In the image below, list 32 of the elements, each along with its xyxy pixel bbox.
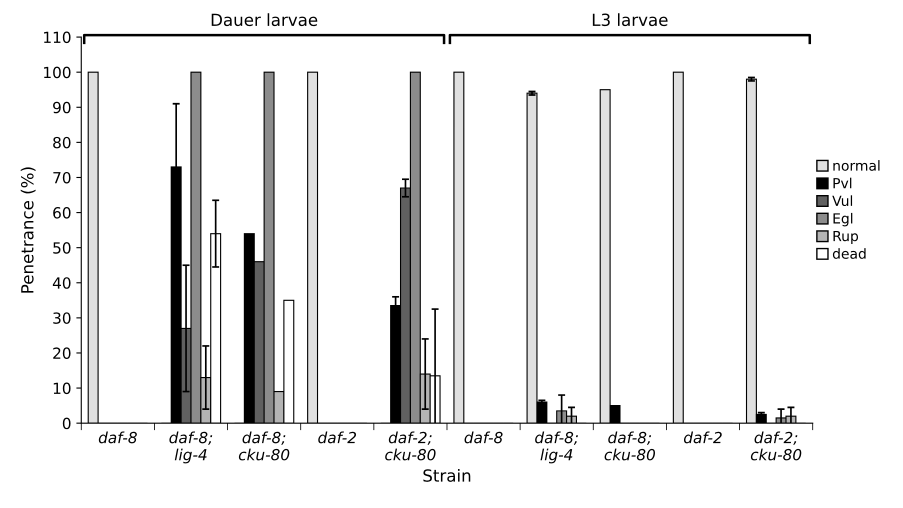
y-tick-label: 40 <box>52 277 71 289</box>
x-tick-label: daf-2; cku-80 <box>385 431 436 460</box>
y-tick-label: 70 <box>53 172 71 184</box>
text: L3 larvae <box>592 13 668 26</box>
x-tick-label: daf-2 <box>684 431 722 444</box>
x-axis-title: Strain <box>423 468 470 482</box>
y-tick-label: 60 <box>53 207 71 219</box>
x-tick-label: daf-8; cku-80 <box>604 431 656 460</box>
x-tick-label: daf-8 <box>98 431 137 444</box>
legend-label: Pvl <box>834 178 852 188</box>
x-tick-label: daf-8; lig-4 <box>535 431 578 464</box>
y-tick-label: 30 <box>53 312 71 324</box>
x-tick-label: daf-2 <box>318 431 356 444</box>
y-tick-label: 80 <box>53 136 71 148</box>
x-tick-label: daf-2; cku-80 <box>750 431 802 460</box>
y-tick-label: 90 <box>53 102 71 114</box>
y-tick-label: 50 <box>53 242 71 254</box>
x-tick-label: daf-8; lig-4 <box>169 431 212 464</box>
legend-label: normal <box>833 160 880 171</box>
y-tick-label: 0 <box>62 418 71 430</box>
y-tick-label: 100 <box>44 66 71 78</box>
legend-label: dead <box>832 248 866 259</box>
legend-label: Egl <box>834 212 852 226</box>
y-tick-label: 110 <box>44 32 71 44</box>
y-tick-label: 20 <box>53 347 71 359</box>
x-tick-label: daf-8; cku-80 <box>238 431 290 460</box>
y-tick-label: 10 <box>54 382 71 394</box>
legend-label: Vul <box>832 195 852 206</box>
y-axis-title: Penetrance (%) <box>20 167 36 293</box>
x-tick-label: daf-8 <box>464 431 503 444</box>
text: Dauer larvae <box>212 13 318 26</box>
legend-label: Rup <box>834 230 858 244</box>
